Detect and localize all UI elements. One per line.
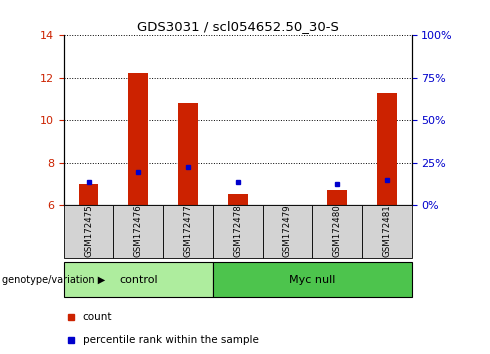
- Text: GSM172476: GSM172476: [134, 204, 143, 257]
- Bar: [64, 262, 213, 297]
- Text: GSM172478: GSM172478: [233, 204, 242, 257]
- Bar: [312, 205, 362, 258]
- Bar: [163, 205, 213, 258]
- Bar: [178, 103, 198, 205]
- Title: GDS3031 / scl054652.50_30-S: GDS3031 / scl054652.50_30-S: [137, 20, 339, 33]
- Bar: [213, 262, 412, 297]
- Text: Myc null: Myc null: [289, 275, 335, 285]
- Text: GSM172481: GSM172481: [382, 204, 391, 257]
- Text: GSM172475: GSM172475: [84, 204, 93, 257]
- Bar: [263, 205, 312, 258]
- Text: GSM172479: GSM172479: [283, 205, 292, 257]
- Text: control: control: [119, 275, 158, 285]
- Bar: [377, 93, 397, 205]
- Bar: [78, 184, 98, 205]
- Text: GSM172480: GSM172480: [333, 204, 342, 257]
- Text: percentile rank within the sample: percentile rank within the sample: [83, 335, 259, 346]
- Bar: [113, 205, 163, 258]
- Bar: [213, 205, 263, 258]
- Bar: [64, 205, 113, 258]
- Bar: [362, 205, 412, 258]
- Text: genotype/variation ▶: genotype/variation ▶: [2, 275, 106, 285]
- Text: count: count: [83, 312, 112, 322]
- Text: GSM172477: GSM172477: [183, 204, 193, 257]
- Bar: [128, 73, 148, 205]
- Bar: [327, 190, 347, 205]
- Bar: [228, 194, 247, 205]
